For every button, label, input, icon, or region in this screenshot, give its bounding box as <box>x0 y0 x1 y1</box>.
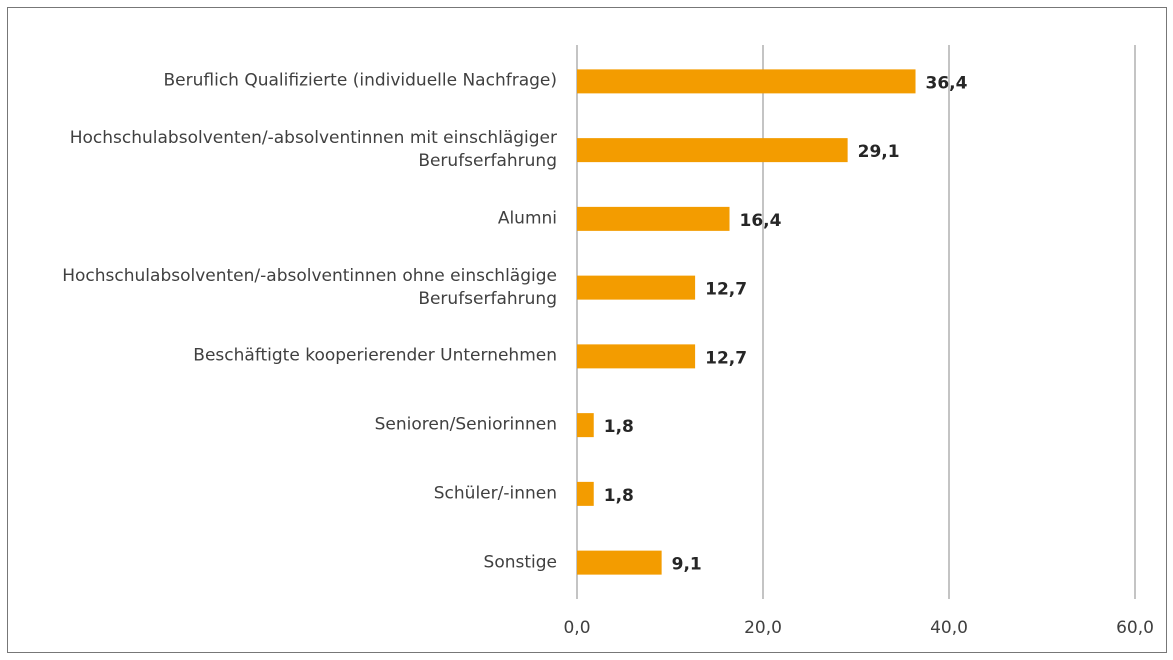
x-tick-label: 0,0 <box>563 618 590 638</box>
bar <box>577 138 848 163</box>
y-tick-label: Hochschulabsolventen/-absolventinnen mit… <box>69 128 557 172</box>
data-label: 12,7 <box>705 348 747 368</box>
x-tick-label: 60,0 <box>1116 618 1154 638</box>
y-tick-label: Sonstige <box>483 552 557 573</box>
data-label: 36,4 <box>926 73 968 93</box>
chart-frame <box>7 7 1167 653</box>
y-tick-label: Hochschulabsolventen/-absolventinnen ohn… <box>62 265 557 309</box>
data-label: 12,7 <box>705 280 747 300</box>
data-label: 1,8 <box>604 486 634 506</box>
bar <box>577 69 916 94</box>
x-tick-label: 40,0 <box>930 618 968 638</box>
bar <box>577 206 730 231</box>
y-tick-label: Senioren/Seniorinnen <box>374 414 557 435</box>
x-tick-label: 20,0 <box>744 618 782 638</box>
y-tick-label: Beschäftigte kooperierender Unternehmen <box>193 345 557 366</box>
data-label: 16,4 <box>740 211 782 231</box>
data-label: 1,8 <box>604 417 634 437</box>
y-tick-label: Alumni <box>497 208 557 229</box>
bar <box>577 275 696 300</box>
bar <box>577 481 594 506</box>
bar <box>577 550 662 575</box>
bar <box>577 344 696 369</box>
data-label: 29,1 <box>858 142 900 162</box>
bar <box>577 413 594 438</box>
y-tick-label: Schüler/-innen <box>433 483 557 504</box>
data-label: 9,1 <box>672 555 702 575</box>
y-tick-label: Beruflich Qualifizierte (individuelle Na… <box>163 70 557 91</box>
